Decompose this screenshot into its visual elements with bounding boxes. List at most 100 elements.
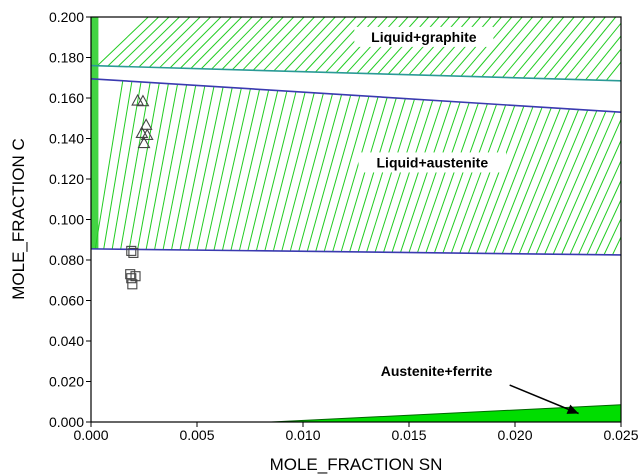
- phase-boundary-line: [91, 64, 621, 82]
- tie-line-column: [91, 17, 99, 249]
- tie-line: [484, 107, 543, 254]
- tie-line: [383, 100, 434, 253]
- y-tick-label: 0.000: [49, 414, 84, 430]
- tie-line: [169, 17, 222, 69]
- tie-line: [417, 102, 470, 253]
- region-label: Liquid+austenite: [377, 154, 489, 170]
- tie-line: [304, 17, 357, 73]
- triangle-marker: [140, 128, 154, 141]
- tie-line: [289, 93, 333, 252]
- y-tick-label: 0.060: [49, 293, 84, 309]
- tie-line: [554, 17, 606, 80]
- x-tick-label: 0.000: [73, 427, 108, 443]
- tie-line: [255, 91, 297, 251]
- x-tick-label: 0.005: [179, 427, 214, 443]
- tie-line: [159, 17, 211, 68]
- y-tick-label: 0.040: [49, 333, 84, 349]
- tie-line: [94, 80, 124, 249]
- y-axis: 0.000 0.020 0.040 0.060 0.080 0.100 0.120 0.140…: [49, 9, 91, 430]
- tie-line: [263, 17, 315, 71]
- tie-line: [204, 88, 242, 251]
- tie-line: [145, 84, 178, 250]
- data-points-layer: [125, 93, 154, 290]
- phase-boundary-line: [91, 248, 621, 256]
- tie-line: [603, 217, 621, 255]
- x-tick-label: 0.020: [497, 427, 532, 443]
- tie-line: [315, 17, 367, 73]
- tie-line: [128, 82, 160, 250]
- tie-line: [137, 83, 169, 250]
- x-tick-label: 0.010: [285, 427, 320, 443]
- y-tick-label: 0.200: [49, 9, 84, 25]
- tie-line: [154, 84, 188, 250]
- triangle-marker: [137, 136, 151, 149]
- y-tick-label: 0.100: [49, 212, 84, 228]
- tie-line: [533, 17, 585, 79]
- tie-line: [97, 17, 149, 67]
- y-tick-label: 0.180: [49, 50, 84, 66]
- x-axis: 0.000 0.005 0.010 0.015 0.020 0.025: [73, 422, 639, 443]
- tie-line: [467, 105, 525, 254]
- tie-line: [502, 17, 554, 78]
- triangle-marker: [139, 118, 153, 130]
- tie-line: [213, 88, 251, 251]
- tie-line: [190, 17, 243, 69]
- tie-line: [162, 85, 197, 250]
- tie-line: [252, 17, 305, 71]
- tie-line: [273, 17, 326, 72]
- tie-line: [459, 105, 516, 254]
- tie-line: [522, 17, 575, 79]
- triangle-marker: [135, 126, 149, 138]
- tie-line: [264, 92, 306, 251]
- phase-boundary-line: [91, 77, 621, 113]
- tie-line: [501, 108, 561, 254]
- tie-line: [374, 99, 425, 253]
- square-marker: [127, 279, 138, 290]
- triangle-marker: [136, 94, 150, 107]
- tie-line: [117, 17, 170, 67]
- tie-line: [281, 93, 324, 252]
- tie-line: [574, 22, 621, 80]
- tie-line: [561, 118, 621, 255]
- tie-line: [232, 17, 284, 70]
- tie-line: [200, 17, 253, 70]
- tie-line: [578, 159, 621, 255]
- tie-line: [450, 104, 507, 254]
- square-marker: [126, 245, 137, 256]
- tie-line: [148, 17, 201, 68]
- tie-line: [552, 111, 616, 255]
- tie-line: [442, 104, 498, 254]
- tie-line: [221, 17, 274, 70]
- tie-line: [221, 89, 261, 251]
- tie-line: [242, 17, 295, 71]
- tie-line: [433, 103, 488, 253]
- x-axis-title: MOLE_FRACTION SN: [270, 455, 443, 474]
- annotation-arrow: [509, 384, 579, 415]
- tie-line: [595, 48, 621, 81]
- y-tick-label: 0.160: [49, 90, 84, 106]
- y-tick-label: 0.120: [49, 171, 84, 187]
- tie-line: [586, 179, 621, 255]
- tie-line: [179, 86, 215, 250]
- tie-line: [476, 106, 534, 254]
- y-tick-label: 0.080: [49, 252, 84, 268]
- annotation-background: [354, 26, 494, 47]
- tie-line: [171, 85, 206, 250]
- tie-line: [107, 17, 159, 67]
- tie-line: [120, 82, 151, 250]
- tie-line: [543, 17, 596, 79]
- tie-line: [605, 61, 621, 81]
- annotation-background: [358, 152, 507, 173]
- tie-line: [585, 35, 621, 81]
- tie-line: [325, 17, 378, 73]
- tie-line: [211, 17, 263, 70]
- tie-line: [111, 81, 142, 250]
- tie-line: [188, 86, 224, 251]
- tie-line: [340, 97, 388, 252]
- tie-line: [103, 81, 133, 250]
- region-label: Liquid+graphite: [371, 29, 477, 45]
- tie-line: [196, 87, 233, 251]
- tie-line: [400, 101, 452, 253]
- x-tick-label: 0.025: [603, 427, 638, 443]
